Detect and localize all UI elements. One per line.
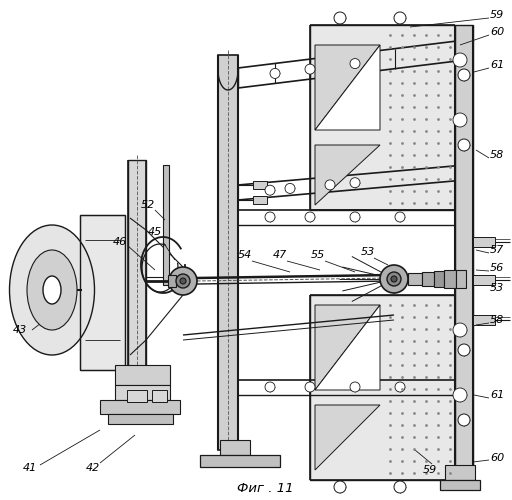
Circle shape bbox=[305, 382, 315, 392]
Bar bbox=[253, 181, 267, 189]
Bar bbox=[152, 390, 167, 402]
Circle shape bbox=[325, 180, 335, 190]
Text: 57: 57 bbox=[490, 245, 504, 255]
Circle shape bbox=[380, 265, 408, 293]
Polygon shape bbox=[315, 45, 380, 130]
Bar bbox=[128, 160, 146, 410]
Ellipse shape bbox=[43, 276, 61, 304]
Text: 56: 56 bbox=[490, 263, 504, 273]
Text: 54: 54 bbox=[238, 250, 252, 260]
Bar bbox=[422, 272, 434, 286]
Circle shape bbox=[458, 344, 470, 356]
Bar bbox=[115, 365, 170, 385]
Bar bbox=[444, 270, 456, 288]
Circle shape bbox=[458, 69, 470, 81]
Circle shape bbox=[387, 272, 401, 286]
Ellipse shape bbox=[27, 250, 77, 330]
Circle shape bbox=[305, 64, 315, 74]
Circle shape bbox=[265, 185, 275, 195]
Circle shape bbox=[176, 274, 190, 288]
Polygon shape bbox=[315, 405, 380, 470]
Text: 42: 42 bbox=[86, 463, 100, 473]
Text: 45: 45 bbox=[148, 227, 162, 237]
Text: 59: 59 bbox=[490, 10, 504, 20]
Circle shape bbox=[350, 178, 360, 188]
Text: 46: 46 bbox=[113, 237, 127, 247]
Polygon shape bbox=[315, 145, 380, 205]
Bar bbox=[200, 455, 280, 467]
Circle shape bbox=[394, 12, 406, 24]
Circle shape bbox=[395, 382, 405, 392]
Bar bbox=[218, 55, 238, 450]
Text: 47: 47 bbox=[273, 250, 287, 260]
Circle shape bbox=[350, 382, 360, 392]
Text: 60: 60 bbox=[490, 27, 504, 37]
Bar bbox=[473, 275, 495, 285]
Bar bbox=[127, 390, 147, 402]
Circle shape bbox=[350, 58, 360, 68]
Circle shape bbox=[458, 414, 470, 426]
Circle shape bbox=[453, 113, 467, 127]
Circle shape bbox=[334, 12, 346, 24]
Bar bbox=[440, 480, 480, 490]
Circle shape bbox=[453, 388, 467, 402]
Polygon shape bbox=[315, 305, 380, 390]
Bar bbox=[80, 215, 125, 370]
Circle shape bbox=[169, 267, 197, 295]
Circle shape bbox=[334, 481, 346, 493]
Polygon shape bbox=[315, 305, 380, 390]
Bar bbox=[408, 273, 422, 285]
Circle shape bbox=[270, 68, 280, 78]
Text: 53: 53 bbox=[361, 247, 375, 257]
Text: 58: 58 bbox=[490, 315, 504, 325]
Bar bbox=[168, 275, 176, 287]
Bar bbox=[310, 295, 455, 480]
Polygon shape bbox=[315, 45, 380, 130]
Bar bbox=[115, 385, 170, 400]
Bar bbox=[310, 25, 455, 210]
Bar bbox=[445, 465, 475, 480]
Circle shape bbox=[391, 276, 397, 282]
Text: 55: 55 bbox=[311, 250, 325, 260]
Bar bbox=[220, 440, 250, 455]
Text: 60: 60 bbox=[490, 453, 504, 463]
Circle shape bbox=[394, 481, 406, 493]
Bar bbox=[108, 414, 173, 424]
Text: Фиг . 11: Фиг . 11 bbox=[237, 482, 293, 494]
Circle shape bbox=[395, 212, 405, 222]
Circle shape bbox=[305, 212, 315, 222]
Bar bbox=[163, 165, 169, 285]
Bar bbox=[456, 270, 466, 288]
Text: 61: 61 bbox=[490, 390, 504, 400]
Circle shape bbox=[453, 323, 467, 337]
Circle shape bbox=[180, 278, 186, 284]
Circle shape bbox=[265, 382, 275, 392]
Circle shape bbox=[350, 212, 360, 222]
Text: 43: 43 bbox=[13, 325, 27, 335]
Text: 41: 41 bbox=[23, 463, 37, 473]
Text: 61: 61 bbox=[490, 60, 504, 70]
Circle shape bbox=[285, 184, 295, 194]
Bar bbox=[455, 25, 473, 475]
Text: 59: 59 bbox=[423, 465, 437, 475]
Circle shape bbox=[458, 139, 470, 151]
Bar bbox=[434, 271, 444, 287]
Circle shape bbox=[265, 212, 275, 222]
Circle shape bbox=[453, 53, 467, 67]
Bar bbox=[100, 400, 180, 414]
Ellipse shape bbox=[10, 225, 95, 355]
Bar bbox=[473, 237, 495, 247]
Bar bbox=[473, 315, 495, 325]
Text: 52: 52 bbox=[141, 200, 155, 210]
Text: 53: 53 bbox=[490, 283, 504, 293]
Bar bbox=[253, 196, 267, 204]
Text: 58: 58 bbox=[490, 150, 504, 160]
